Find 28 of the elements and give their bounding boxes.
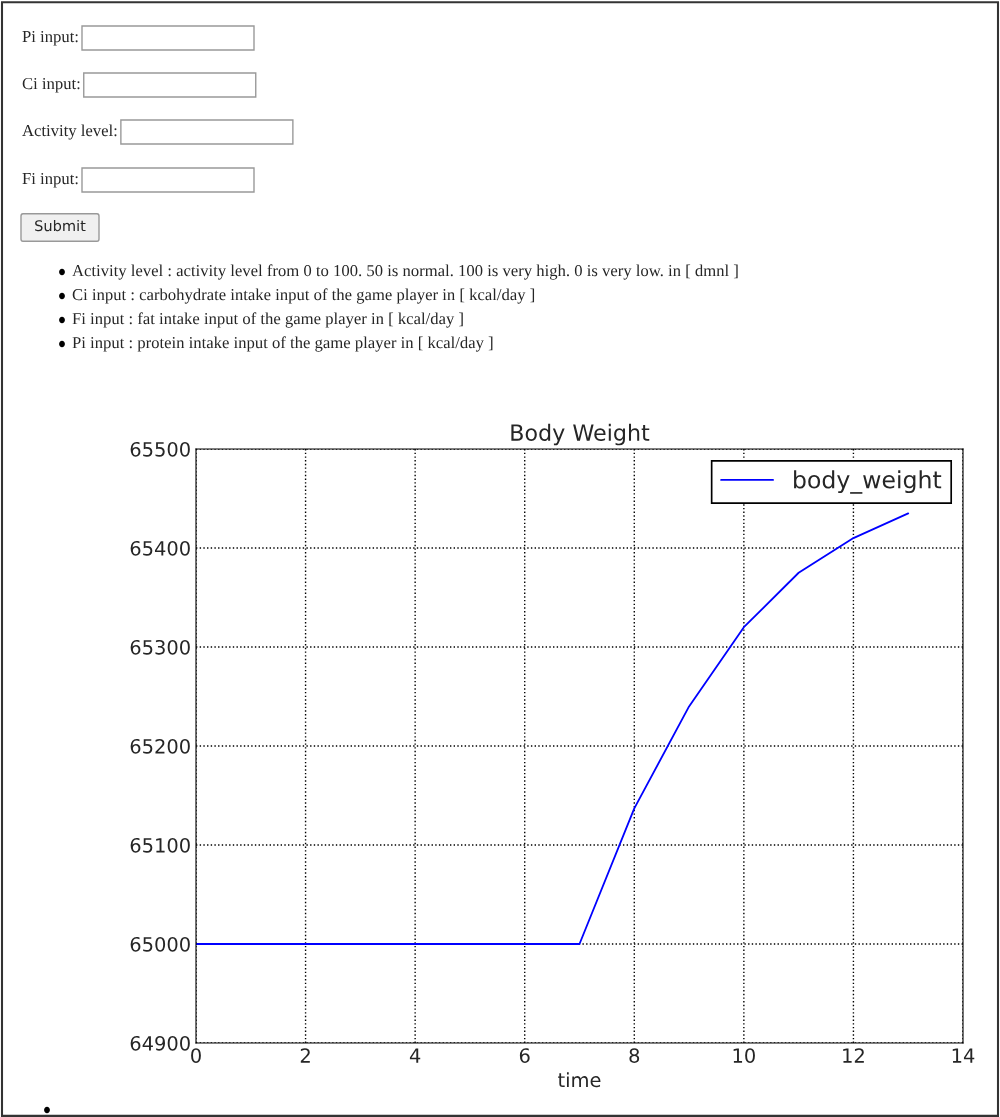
x-tick-label: 10 (733, 1048, 755, 1063)
x-tick-label: 0 (191, 1048, 201, 1063)
text: Ci input: (22, 77, 80, 93)
x-tick-label: 4 (409, 1048, 421, 1063)
x-tick-label: 2 (300, 1048, 310, 1063)
text: Activity level: (22, 124, 117, 140)
y-tick-label: 65300 (130, 639, 190, 655)
text: Pi input : protein intake input of the game player in [ kcal/day ] (72, 336, 493, 352)
y-tick-label: 65500 (130, 441, 190, 457)
x-tick-label: 12 (843, 1048, 864, 1063)
y-tick-label: 65200 (130, 738, 190, 754)
chart-title: Body Weight (511, 423, 650, 446)
text: Activity level : activity level from 0 to 100. 50 is normal. 100 is very high. 0 is very low. in [ dmnl ] (72, 264, 738, 280)
text: Fi input : fat intake input of the game player in [ kcal/day ] (72, 312, 463, 328)
y-tick-label: 65400 (130, 540, 190, 556)
x-tick-label: 6 (519, 1048, 530, 1063)
y-tick-label: 65000 (130, 936, 190, 952)
x-tick-label: 8 (629, 1048, 640, 1063)
text: Fi input: (22, 172, 78, 188)
text: Pi input: (22, 30, 78, 46)
text: Submit (35, 219, 86, 232)
y-tick-label: 64900 (130, 1035, 190, 1051)
legend-label: body_weight (794, 470, 942, 494)
x-axis-title: time (558, 1072, 601, 1088)
text: Ci input : carbohydrate intake input of the game player in [ kcal/day ] (72, 288, 535, 304)
x-tick-label: 14 (952, 1048, 975, 1063)
line-series (196, 512, 910, 945)
y-tick-label: 65100 (130, 837, 190, 853)
